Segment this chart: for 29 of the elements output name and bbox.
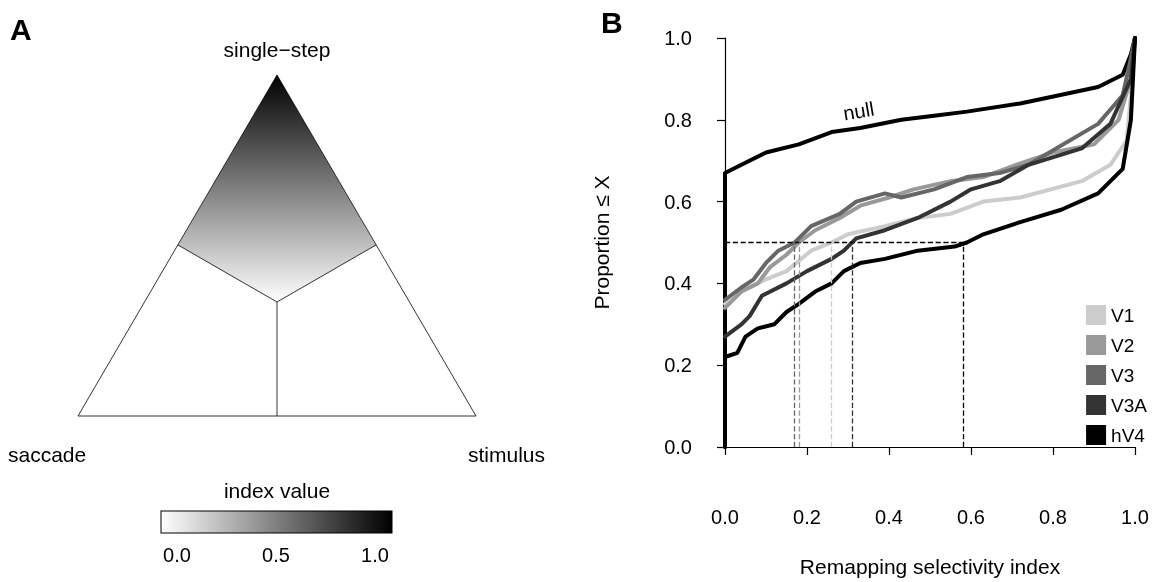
- x-tick-label: 0.4: [875, 506, 903, 528]
- y-tick-label: 0.0: [664, 436, 692, 458]
- x-tick-label: 0.6: [957, 506, 985, 528]
- y-tick-label: 0.4: [664, 272, 692, 295]
- text: saccade: [8, 443, 87, 466]
- x-axis-title: Remapping selectivity index: [799, 555, 1061, 578]
- text: single−step: [223, 38, 331, 61]
- y-tick-label: 0.6: [664, 190, 692, 213]
- y-tick-label: 0.8: [664, 108, 692, 131]
- y-tick-label: 0.2: [664, 354, 692, 377]
- legend-label: V2: [1111, 334, 1135, 356]
- text: 0.0: [163, 544, 191, 566]
- text: stimulus: [467, 443, 545, 466]
- x-tick-label: 1.0: [1121, 506, 1149, 528]
- legend-label: V3A: [1111, 394, 1148, 416]
- y-tick-label: 1.0: [664, 27, 692, 49]
- chart-title: B: [601, 5, 623, 39]
- text: A: [10, 13, 32, 46]
- legend-label: V3: [1111, 364, 1135, 386]
- legend-label: V1: [1111, 304, 1135, 326]
- x-tick-label: 0.2: [793, 506, 821, 528]
- text: 0.5: [262, 544, 290, 566]
- color-bar-title: index value: [223, 479, 331, 502]
- x-tick-label: 0.8: [1039, 506, 1067, 528]
- text: 1.0: [361, 544, 389, 566]
- legend-label: hV4: [1111, 424, 1146, 446]
- y-axis-title: Proportion ≤ X: [590, 175, 613, 310]
- x-tick-label: 0.0: [711, 506, 739, 528]
- annotation: null: [841, 97, 876, 125]
